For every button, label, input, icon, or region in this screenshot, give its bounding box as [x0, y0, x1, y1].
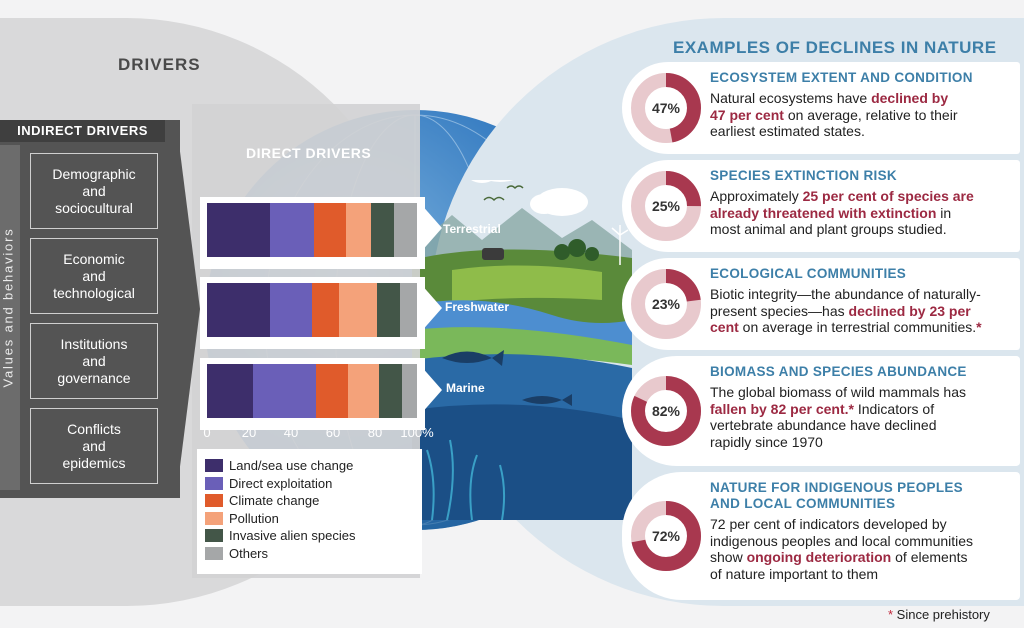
indirect-drivers-header: INDIRECT DRIVERS — [0, 120, 165, 142]
decline-card: 82% BIOMASS AND SPECIES ABUNDANCE The glob… — [622, 356, 1020, 466]
x-tick-label: 40 — [283, 425, 299, 440]
decline-card: 47% ECOSYSTEM EXTENT AND CONDITION Natural… — [622, 62, 1020, 154]
donut-chart: 23% — [631, 269, 701, 339]
indirect-driver-conflicts: Conflicts and epidemics — [30, 408, 158, 484]
donut-value-label: 47% — [652, 100, 681, 116]
values-and-behaviors-label: Values and behaviors — [0, 227, 16, 388]
card-title: ECOLOGICAL COMMUNITIES — [710, 266, 907, 281]
card-body: Biotic integrity—the abundance of natura… — [710, 286, 982, 335]
donut-chart: 72% — [631, 501, 701, 571]
legend-item: Pollution — [205, 510, 414, 528]
bar-terrestrial — [205, 201, 419, 259]
legend-label: Climate change — [229, 493, 320, 509]
bar-segment-climate-change — [314, 203, 346, 257]
donut-chart: 82% — [631, 376, 701, 446]
examples-title: EXAMPLES OF DECLINES IN NATURE — [673, 38, 997, 57]
legend-swatch — [205, 494, 223, 508]
donut-arc — [631, 171, 701, 241]
x-tick-label: 60 — [325, 425, 341, 440]
bar-segment-land-sea-use-change — [207, 203, 270, 257]
direct-drivers-title: DIRECT DRIVERS — [246, 145, 372, 161]
donut-arc — [631, 73, 701, 143]
card-body: 72 per cent of indicators developed by in… — [710, 516, 974, 582]
bar-segment-direct-exploitation — [270, 203, 315, 257]
legend-label: Land/sea use change — [229, 458, 354, 474]
decline-card: 25% SPECIES EXTINCTION RISK Approximately … — [622, 160, 1020, 252]
bar-segment-others — [400, 283, 417, 337]
x-tick-label: 20 — [241, 425, 257, 440]
donut-arc — [631, 376, 701, 446]
donut-chart: 47% — [631, 73, 701, 143]
donut-value-label: 82% — [652, 403, 681, 419]
legend-item: Direct exploitation — [205, 475, 414, 493]
legend-label: Others — [229, 545, 269, 561]
bar-segment-climate-change — [316, 364, 348, 418]
bar-segment-climate-change — [312, 283, 340, 337]
values-bar — [0, 145, 20, 490]
legend-label: Invasive alien species — [229, 528, 356, 544]
x-tick-label: 80 — [367, 425, 383, 440]
legend-swatch — [205, 459, 223, 473]
bar-segment-invasive-alien-species — [377, 283, 401, 337]
bar-segment-invasive-alien-species — [370, 203, 394, 257]
bar-segment-land-sea-use-change — [207, 364, 254, 418]
donut-value-label: 72% — [652, 528, 681, 544]
footnote: * Since prehistory — [888, 607, 990, 622]
indirect-driver-demographic: Demographic and sociocultural — [30, 153, 158, 229]
legend-item: Land/sea use change — [205, 457, 414, 475]
card-title: SPECIES EXTINCTION RISK — [710, 168, 897, 183]
card-title: BIOMASS AND SPECIES ABUNDANCE — [710, 364, 967, 379]
donut-value-label: 23% — [652, 296, 681, 312]
donut-arc — [631, 501, 701, 571]
donut-chart: 25% — [631, 171, 701, 241]
bar-segment-others — [393, 203, 417, 257]
bar-segment-pollution — [347, 364, 380, 418]
category-label-marine: Marine — [446, 381, 485, 395]
legend-swatch — [205, 511, 223, 525]
donut-arc — [631, 269, 701, 339]
legend-swatch — [205, 546, 223, 560]
donut-value-label: 25% — [652, 198, 681, 214]
bar-segment-pollution — [339, 283, 378, 337]
card-title: ECOSYSTEM EXTENT AND CONDITION — [710, 70, 973, 85]
bar-segment-direct-exploitation — [270, 283, 312, 337]
legend-label: Pollution — [229, 510, 279, 526]
legend-swatch — [205, 529, 223, 543]
x-tick-label: 0 — [203, 425, 211, 440]
bar-segment-land-sea-use-change — [207, 283, 270, 337]
legend-label: Direct exploitation — [229, 475, 333, 491]
card-title: NATURE FOR INDIGENOUS PEOPLES AND LOCAL C… — [710, 480, 963, 511]
bar-segment-others — [402, 364, 417, 418]
legend-item: Climate change — [205, 492, 414, 510]
legend-item: Invasive alien species — [205, 527, 414, 545]
x-tick-label: 100% — [400, 425, 434, 440]
bar-marine — [205, 362, 419, 420]
indirect-driver-institutions: Institutions and governance — [30, 323, 158, 399]
legend-swatch — [205, 476, 223, 490]
legend-item: Others — [205, 545, 414, 563]
bar-segment-direct-exploitation — [253, 364, 317, 418]
ecosystem-scene — [412, 180, 632, 520]
bar-segment-invasive-alien-species — [379, 364, 403, 418]
category-label-freshwater: Freshwater — [445, 300, 510, 314]
category-label-terrestrial: Terrestrial — [443, 222, 501, 236]
bar-segment-pollution — [345, 203, 371, 257]
indirect-driver-economic: Economic and technological — [30, 238, 158, 314]
drivers-title: DRIVERS — [118, 55, 201, 74]
decline-card: 72% NATURE FOR INDIGENOUS PEOPLES AND LOCA… — [622, 472, 1020, 600]
card-body: Approximately 25 per cent of species are… — [710, 188, 974, 237]
chart-legend: Land/sea use change Direct exploitation Cl… — [197, 449, 422, 574]
card-body: The global biomass of wild mammals has fa… — [710, 384, 966, 450]
bar-freshwater — [205, 281, 419, 339]
card-body: Natural ecosystems have declined by 47 pe… — [710, 90, 958, 139]
bar-connector-arrows — [420, 203, 442, 415]
decline-card: 23% ECOLOGICAL COMMUNITIES Biotic integrit… — [622, 258, 1020, 350]
indirect-arrow-shape — [176, 120, 200, 498]
